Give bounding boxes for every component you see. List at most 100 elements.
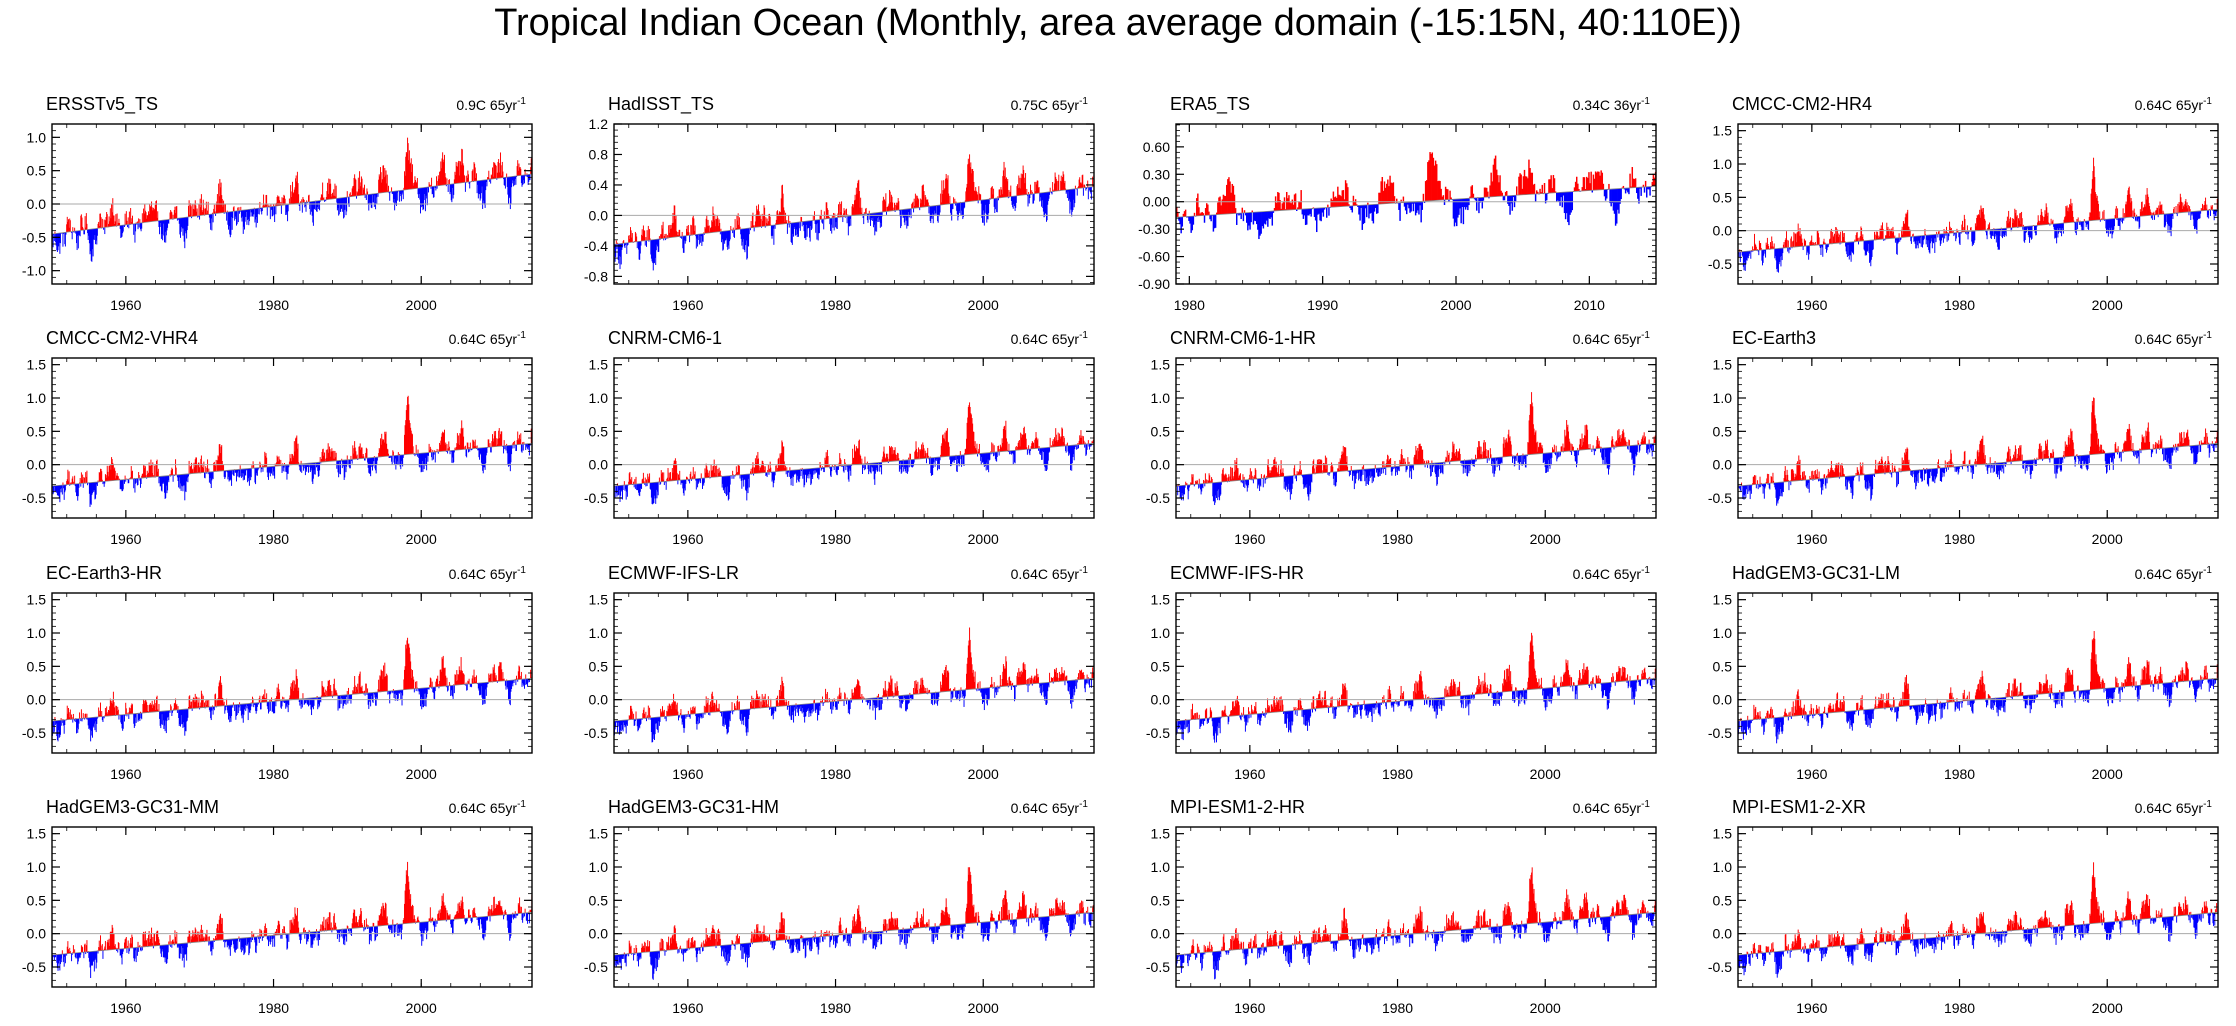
- bar: [923, 191, 925, 207]
- bar: [1820, 244, 1822, 256]
- bar: [128, 211, 130, 225]
- bar: [1649, 186, 1651, 196]
- bar: [844, 216, 846, 218]
- bar: [741, 228, 743, 246]
- bar: [141, 213, 143, 223]
- bar: [426, 187, 428, 206]
- bar: [112, 198, 114, 227]
- bar: [778, 215, 780, 225]
- bar: [767, 464, 769, 473]
- bar: [344, 197, 346, 205]
- bar: [148, 214, 150, 222]
- bar: [240, 210, 242, 218]
- bar: [265, 195, 267, 208]
- bar: [208, 214, 210, 218]
- bar: [318, 200, 320, 203]
- bar: [1986, 229, 1988, 240]
- bar: [207, 459, 209, 473]
- bar: [2132, 210, 2134, 217]
- bar: [356, 454, 358, 459]
- bar-series: [614, 402, 1095, 505]
- bar: [364, 194, 366, 198]
- bar: [1541, 184, 1544, 194]
- bar: [437, 180, 439, 186]
- bar: [284, 465, 286, 472]
- bar: [56, 233, 58, 252]
- bar: [1399, 202, 1401, 221]
- bar: [952, 203, 954, 209]
- bar: [734, 229, 735, 238]
- bar: [504, 177, 506, 186]
- bar: [742, 228, 744, 250]
- bar: [341, 197, 343, 212]
- bar: [221, 199, 223, 213]
- bar: [200, 207, 202, 216]
- bar: [1049, 447, 1051, 452]
- bar: [367, 194, 369, 204]
- bar: [845, 465, 847, 471]
- bar: [512, 176, 514, 187]
- bar: [140, 222, 141, 230]
- bar: [428, 182, 430, 187]
- bar: [296, 171, 298, 204]
- bar: [726, 230, 728, 247]
- bar: [210, 214, 212, 219]
- bar: [2122, 217, 2123, 224]
- bar: [524, 174, 525, 184]
- bar: [195, 205, 197, 217]
- y-tick-label: 0.30: [1143, 166, 1170, 182]
- bar: [688, 232, 690, 236]
- bar: [865, 208, 867, 215]
- bar: [869, 213, 871, 220]
- bar: [892, 202, 894, 211]
- bar: [83, 230, 85, 235]
- bar: [520, 168, 522, 176]
- bar: [69, 220, 71, 232]
- bar: [908, 459, 910, 468]
- bar: [1822, 244, 1824, 257]
- bar: [482, 180, 484, 209]
- bar: [319, 200, 321, 211]
- bar: [393, 191, 395, 200]
- bar: [794, 222, 796, 236]
- bar: [490, 174, 492, 180]
- bar: [1989, 222, 1991, 230]
- bar: [735, 228, 737, 230]
- bar: [641, 483, 643, 490]
- bar: [695, 234, 697, 237]
- bar: [746, 228, 748, 260]
- bar: [650, 239, 652, 259]
- bar: [2031, 225, 2033, 239]
- bar: [803, 221, 805, 232]
- bar: [616, 244, 618, 250]
- bar: [796, 222, 798, 230]
- bar: [884, 201, 886, 212]
- bar: [1942, 233, 1944, 243]
- bar: [1739, 251, 1741, 262]
- bar: [716, 219, 718, 233]
- bar: [450, 184, 452, 201]
- bar: [356, 195, 357, 199]
- bar: [165, 219, 167, 243]
- bar: [686, 228, 687, 236]
- bar: [213, 204, 215, 214]
- bar: [242, 210, 244, 217]
- bar: [784, 222, 786, 224]
- bar: [126, 220, 128, 225]
- bar: [902, 209, 903, 215]
- bar: [714, 226, 716, 233]
- bar: [2205, 197, 2207, 211]
- bar: [144, 210, 146, 223]
- bar: [2210, 210, 2211, 216]
- bar: [676, 235, 678, 237]
- bar: [298, 203, 300, 206]
- bar: [135, 478, 137, 483]
- bar: [630, 230, 632, 243]
- bar: [620, 243, 622, 265]
- bar: [998, 445, 999, 452]
- bar: [1937, 234, 1939, 238]
- bar: [706, 225, 708, 234]
- bar: [850, 215, 852, 226]
- bar: [78, 230, 80, 235]
- bar: [64, 232, 66, 245]
